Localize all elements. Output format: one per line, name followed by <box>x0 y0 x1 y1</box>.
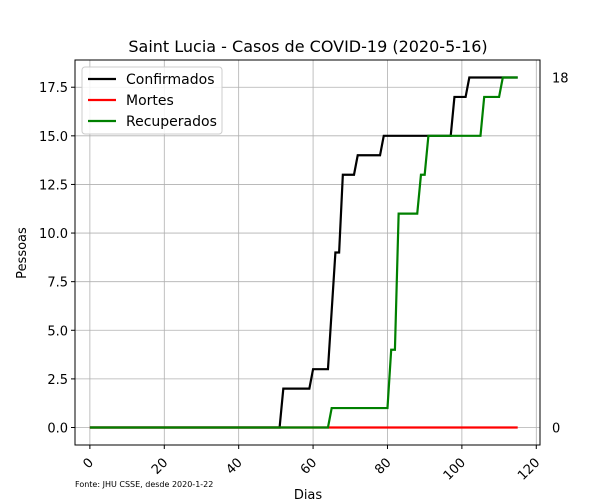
x-axis-label: Dias <box>294 488 323 500</box>
legend-label: Confirmados <box>126 72 215 88</box>
series-confirmados-line <box>89 76 518 429</box>
legend-box <box>81 66 223 135</box>
legend-label: Recuperados <box>126 114 217 130</box>
y-tick-label: 12.5 <box>39 178 68 193</box>
y-tick-label: 7.5 <box>47 276 68 291</box>
legend-label: Mortes <box>126 93 174 109</box>
y-tick-label: 5.0 <box>47 324 68 339</box>
source-footnote: Fonte: JHU CSSE, desde 2020-1-22 <box>75 480 213 489</box>
y-tick-label: 2.5 <box>47 373 68 388</box>
y-tick-label: 0.0 <box>47 422 68 437</box>
chart-title: Saint Lucia - Casos de COVID-19 (2020-5-… <box>128 37 487 56</box>
y-tick-label: 15.0 <box>39 130 68 145</box>
y-tick-label: 10.0 <box>39 227 68 242</box>
legend: Confirmados Mortes Recuperados <box>81 66 223 135</box>
end-value-label: 0 <box>552 422 560 437</box>
y-tick-label: 17.5 <box>39 81 68 96</box>
y-axis-ticks: 0.0 2.5 5.0 7.5 10.0 12.5 15.0 17.5 <box>39 81 75 437</box>
end-value-label: 18 <box>552 72 569 87</box>
y-axis-label: Pessoas <box>15 227 30 279</box>
legend-entries: Confirmados Mortes Recuperados <box>88 72 217 130</box>
series-recuperados-line <box>89 76 518 429</box>
end-value-labels: 18 0 <box>552 72 569 437</box>
plot-frame <box>74 59 541 446</box>
series-lines <box>89 76 518 429</box>
